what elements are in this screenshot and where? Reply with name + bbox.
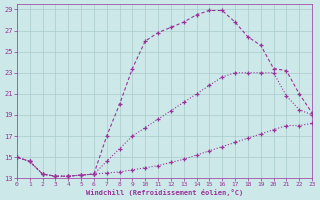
X-axis label: Windchill (Refroidissement éolien,°C): Windchill (Refroidissement éolien,°C) xyxy=(86,189,243,196)
